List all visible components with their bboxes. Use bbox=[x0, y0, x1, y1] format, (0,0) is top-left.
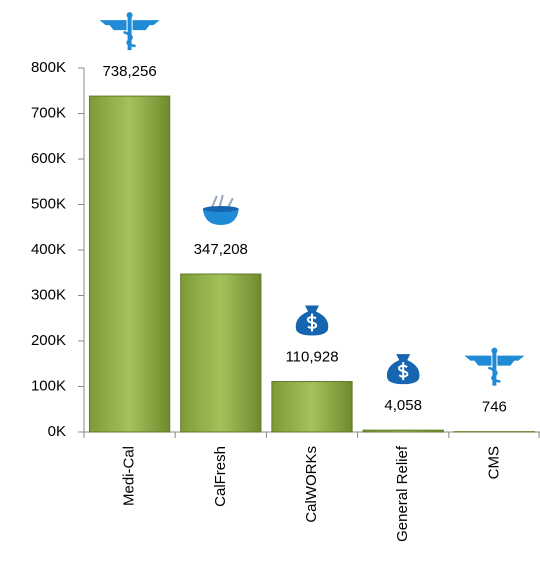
icon-wing bbox=[497, 355, 525, 366]
bar bbox=[271, 381, 353, 433]
money-icon bbox=[386, 354, 420, 385]
y-tick-label: 100K bbox=[31, 377, 66, 394]
y-tick-label: 400K bbox=[31, 241, 66, 258]
icon-dollar bbox=[398, 362, 409, 381]
y-tick-label: 800K bbox=[31, 59, 66, 76]
x-tick-label: Medi-Cal bbox=[121, 446, 138, 506]
icon-knob bbox=[126, 12, 133, 19]
x-tick-label: CalWORKs bbox=[303, 446, 320, 523]
x-tick-label: CalFresh bbox=[212, 446, 229, 507]
money-icon bbox=[295, 305, 329, 336]
value-label: 746 bbox=[482, 399, 507, 416]
value-label: 4,058 bbox=[384, 397, 422, 414]
bar bbox=[88, 95, 171, 433]
y-tick-label: 200K bbox=[31, 332, 66, 349]
icon-wing bbox=[99, 20, 127, 31]
icon-bowl bbox=[202, 209, 239, 226]
bar bbox=[180, 273, 262, 433]
med-icon bbox=[99, 12, 160, 51]
food-icon bbox=[202, 194, 239, 226]
icon-bowl-rim bbox=[202, 206, 239, 213]
value-label: 347,208 bbox=[194, 241, 248, 258]
value-label: 110,928 bbox=[285, 348, 338, 365]
y-tick-label: 700K bbox=[31, 104, 66, 121]
y-tick-label: 300K bbox=[31, 286, 66, 303]
icon-wing bbox=[464, 355, 492, 366]
icon-wing bbox=[132, 20, 160, 31]
icon-snake bbox=[487, 366, 501, 383]
y-tick-label: 500K bbox=[31, 195, 66, 212]
bar bbox=[362, 429, 444, 433]
y-tick-label: 600K bbox=[31, 150, 66, 167]
icon-staff bbox=[492, 351, 497, 386]
med-icon bbox=[464, 347, 525, 386]
icon-staff bbox=[127, 16, 132, 51]
icon-knob bbox=[491, 347, 498, 354]
x-tick-label: General Relief bbox=[394, 445, 411, 542]
y-tick-label: 0K bbox=[48, 423, 66, 440]
value-label: 738,256 bbox=[102, 63, 156, 80]
icon-snake bbox=[123, 30, 136, 48]
x-tick-label: CMS bbox=[485, 446, 502, 479]
icon-dollar bbox=[306, 313, 318, 332]
